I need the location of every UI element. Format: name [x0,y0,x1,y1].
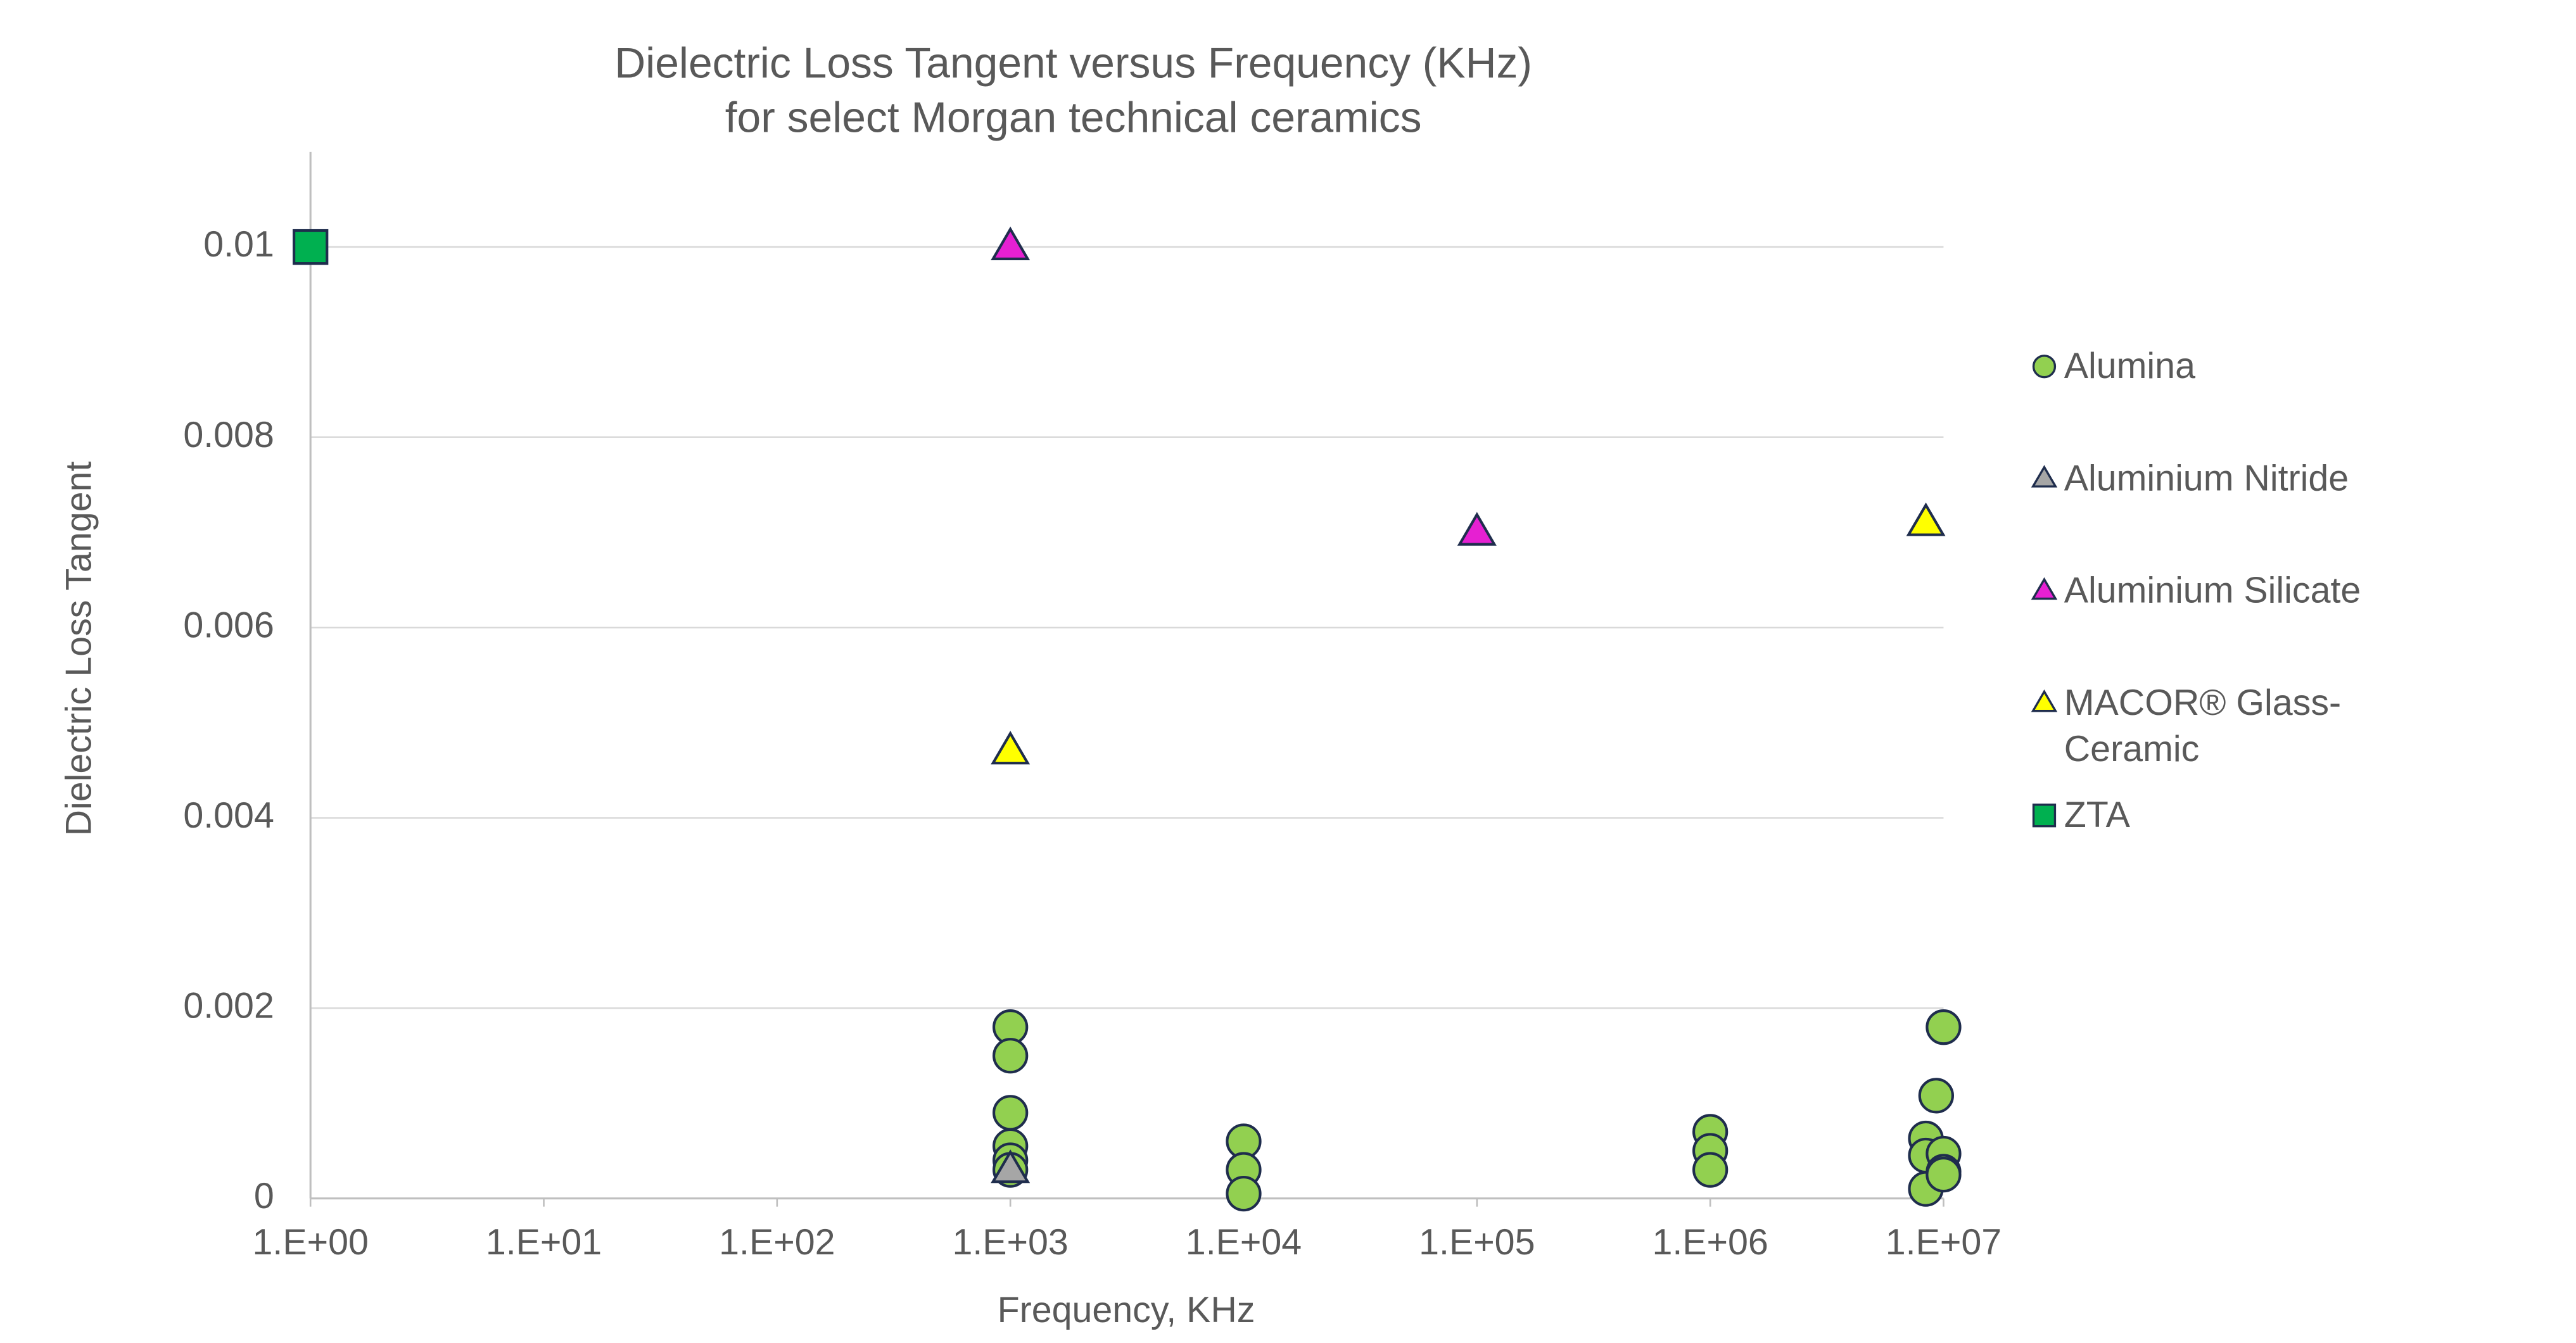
legend-item: Aluminium Silicate [2027,568,2523,680]
marker [993,1095,1029,1131]
marker [2031,577,2058,600]
marker [1918,1078,1954,1114]
chart-title: Dielectric Loss Tangent versus Frequency… [614,40,1532,87]
x-tick-label: 1.E+00 [253,1222,369,1263]
x-tick-label: 1.E+02 [719,1222,835,1263]
legend-label: MACOR® Glass-Ceramic [2064,681,2342,769]
chart-title: for select Morgan technical ceramics [725,94,1422,142]
y-tick-label: 0.004 [183,795,274,836]
marker [991,731,1031,765]
x-axis-label: Frequency, KHz [998,1290,1255,1330]
legend-label: Aluminium Nitride [2064,457,2349,499]
legend-item: Aluminium Nitride [2027,456,2523,568]
legend-label: Alumina [2064,344,2195,387]
legend-box: Alumina Aluminium Nitride Aluminium Silica… [2027,343,2523,904]
marker [2032,804,2057,828]
y-tick-label: 0.01 [203,224,274,265]
x-tick-label: 1.E+06 [1652,1222,1768,1263]
marker [1692,1152,1729,1188]
legend-marker [2032,804,2057,828]
legend-item: Alumina [2027,343,2523,455]
legend-marker [2031,689,2058,712]
legend-label: ZTA [2064,793,2130,836]
marker [1457,512,1497,546]
marker [293,229,329,265]
legend-marker [2031,465,2058,488]
marker [991,1149,1031,1183]
legend-marker [2032,355,2057,379]
marker [1926,1009,1962,1045]
marker [2031,689,2058,712]
legend-marker [2031,577,2058,600]
marker [991,226,1031,260]
marker [1906,502,1946,536]
legend: Alumina Aluminium Nitride Aluminium Silica… [2027,343,2523,904]
y-tick-label: 0.002 [183,985,274,1026]
marker [993,1038,1029,1074]
x-tick-label: 1.E+04 [1186,1222,1302,1263]
grid [310,246,1944,1009]
axes: 0 0.002 0.004 0.006 0.008 0.01 1.E+00 1.E+01 1.E… [183,151,2002,1263]
legend-label: Aluminium Silicate [2064,569,2361,611]
marks [293,226,1962,1212]
legend-item: ZTA [2027,792,2523,904]
marker [1926,1156,1962,1193]
x-tick-label: 1.E+05 [1419,1222,1535,1263]
x-tick-label: 1.E+01 [486,1222,602,1263]
marker [2031,465,2058,488]
marker [2032,355,2057,379]
legend-item: MACOR® Glass-Ceramic [2027,680,2523,792]
marker [1226,1175,1262,1212]
y-axis-label: Dielectric Loss Tangent [58,462,99,836]
x-tick-label: 1.E+03 [952,1222,1068,1263]
x-tick-label: 1.E+07 [1886,1222,2002,1263]
y-tick-label: 0.008 [183,415,274,455]
y-tick-label: 0.006 [183,605,274,645]
y-tick-label: 0 [254,1176,274,1216]
